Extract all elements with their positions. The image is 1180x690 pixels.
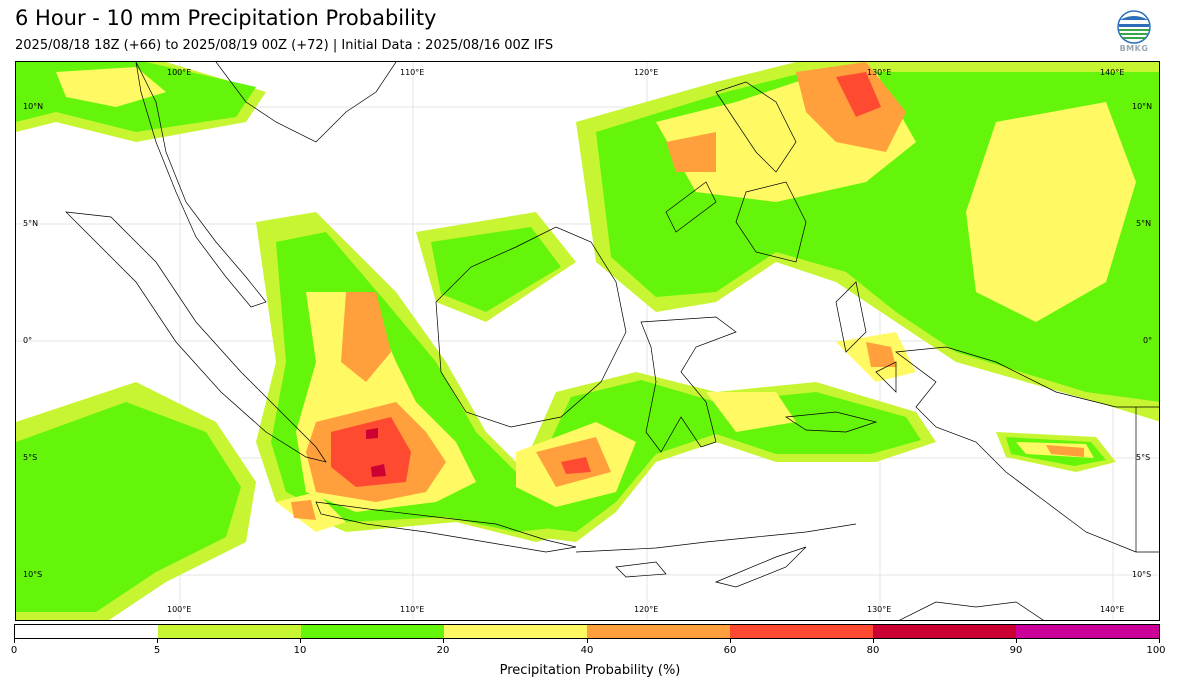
lat-label-left: 5°N [23, 219, 39, 228]
precipitation-map: 100°E 110°E 120°E 130°E 140°E 100°E 110°… [15, 61, 1160, 621]
colorbar-tick-label: 80 [866, 645, 880, 656]
lat-label-right: 10°N [1132, 102, 1153, 111]
lat-label-right: 5°N [1136, 219, 1152, 228]
lat-label-left: 10°S [23, 570, 43, 579]
lon-label-top: 140°E [1100, 68, 1125, 77]
coastlines [65, 62, 1159, 620]
colorbar-tick-label: 90 [1009, 645, 1023, 656]
lat-label-right: 0° [1143, 336, 1153, 345]
lon-label-top: 110°E [400, 68, 425, 77]
colorbar-tick-label: 100 [1146, 645, 1166, 656]
probability-80-90-areas [366, 428, 386, 477]
lon-label-top: 120°E [634, 68, 659, 77]
colorbar-segment [730, 625, 873, 638]
colorbar-segment [158, 625, 301, 638]
lat-label-right: 5°S [1136, 453, 1151, 462]
lon-label-bottom: 140°E [1100, 605, 1125, 614]
bmkg-logo-icon [1117, 10, 1151, 44]
colorbar-segment [587, 625, 730, 638]
lat-label-left: 5°S [23, 453, 38, 462]
lat-label-left: 0° [23, 336, 33, 345]
colorbar-tick-label: 0 [10, 645, 18, 656]
lon-label-top: 130°E [867, 68, 892, 77]
page-title: 6 Hour - 10 mm Precipitation Probability [15, 6, 437, 30]
lon-label-bottom: 130°E [867, 605, 892, 614]
colorbar-tick-label: 20 [436, 645, 450, 656]
colorbar-label: Precipitation Probability (%) [499, 663, 681, 678]
colorbar [14, 624, 1160, 639]
colorbar-tick-label: 60 [723, 645, 737, 656]
colorbar-segment [444, 625, 587, 638]
lon-label-bottom: 100°E [167, 605, 192, 614]
colorbar-segment [873, 625, 1016, 638]
map-canvas [16, 62, 1159, 620]
lon-label-top: 100°E [167, 68, 192, 77]
colorbar-segment [15, 625, 158, 638]
lat-label-left: 10°N [23, 102, 44, 111]
lon-label-bottom: 110°E [400, 605, 425, 614]
colorbar-tick-label: 10 [293, 645, 307, 656]
colorbar-segment [301, 625, 444, 638]
probability-60-80-areas [331, 72, 881, 487]
logo-text: BMKG [1119, 44, 1149, 53]
colorbar-tick-label: 5 [153, 645, 161, 656]
lat-label-right: 10°S [1132, 570, 1152, 579]
colorbar-segment [1016, 625, 1159, 638]
lon-label-bottom: 120°E [634, 605, 659, 614]
forecast-period-subtitle: 2025/08/18 18Z (+66) to 2025/08/19 00Z (… [15, 38, 554, 53]
colorbar-tick-label: 40 [580, 645, 594, 656]
